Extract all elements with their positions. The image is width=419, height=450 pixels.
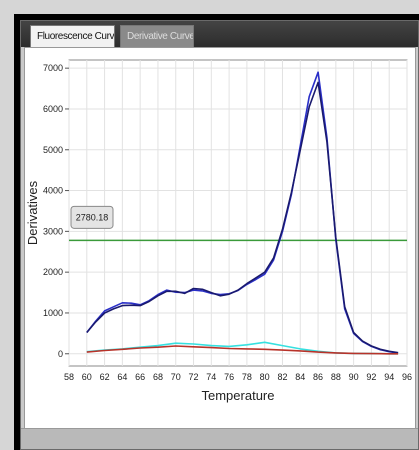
- y-tick-label: 3000: [43, 226, 63, 236]
- y-axis-label: Derivatives: [25, 180, 40, 245]
- x-tick-label: 66: [135, 372, 145, 382]
- x-tick-label: 92: [366, 372, 376, 382]
- x-tick-label: 74: [206, 372, 216, 382]
- x-tick-label: 72: [189, 372, 199, 382]
- plot-area: [68, 59, 408, 367]
- status-bar: [21, 428, 418, 449]
- chart-window: Fluorescence Curve Derivative Curve 58 60…: [20, 20, 419, 450]
- x-tick-label: 88: [331, 372, 341, 382]
- y-tick-label: 2000: [43, 267, 63, 277]
- tab-derivative-curve[interactable]: Derivative Curve: [120, 25, 194, 47]
- x-tick-label: 90: [349, 372, 359, 382]
- x-tick-label: 80: [260, 372, 270, 382]
- tab-fluorescence-curve[interactable]: Fluorescence Curve: [30, 25, 115, 47]
- x-tick-label: 70: [171, 372, 181, 382]
- threshold-callout: [70, 205, 114, 229]
- x-tick-label: 86: [313, 372, 323, 382]
- x-tick-label: 96: [402, 372, 412, 382]
- y-tick-label: 7000: [43, 63, 63, 73]
- x-axis-label: Temperature: [202, 388, 275, 403]
- x-tick-label: 78: [242, 372, 252, 382]
- x-tick-label: 58: [64, 372, 74, 382]
- tab-bar: Fluorescence Curve Derivative Curve: [21, 21, 418, 47]
- x-tick-label: 82: [277, 372, 287, 382]
- x-tick-label: 84: [295, 372, 305, 382]
- x-tick-label: 60: [82, 372, 92, 382]
- y-tick-label: 5000: [43, 145, 63, 155]
- x-tick-label: 62: [100, 372, 110, 382]
- y-tick-label: 0: [58, 349, 63, 359]
- y-tick-label: 6000: [43, 104, 63, 114]
- series-line-4: [86, 345, 399, 355]
- y-tick-label: 1000: [43, 308, 63, 318]
- x-tick-label: 94: [384, 372, 394, 382]
- plot-panel: 58 60 62 64 66 68 70 72 74 76 78 80 82 84 86 88 90 92 94 96…: [24, 47, 416, 430]
- x-tick-label: 68: [153, 372, 163, 382]
- x-tick-label: 76: [224, 372, 234, 382]
- x-tick-label: 64: [117, 372, 127, 382]
- derivative-chart: 58 60 62 64 66 68 70 72 74 76 78 80 82 84 86 88 90 92 94 96…: [25, 59, 412, 403]
- series-line-2: [86, 81, 399, 354]
- threshold-value-label: 2780.18: [76, 212, 109, 222]
- y-tick-label: 4000: [43, 186, 63, 196]
